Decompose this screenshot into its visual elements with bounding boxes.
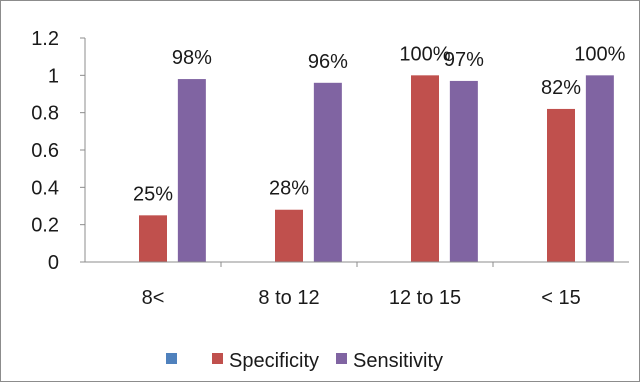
y-tick-label: 0.2 [31, 215, 59, 237]
bar-specificity-2 [411, 75, 439, 262]
y-tick-label: 1.2 [31, 28, 59, 50]
bar-specificity-3 [547, 108, 575, 262]
bar-sensitivity-0 [177, 79, 206, 262]
bar-specificity-1 [275, 209, 303, 262]
bar-sensitivity-3 [585, 75, 614, 262]
y-tick-label: 1 [48, 65, 59, 87]
legend-label: Sensitivity [353, 350, 443, 372]
bar-sensitivity-2 [449, 80, 478, 262]
bars: 25% 28%100%82%98% 96% 97% 100% [133, 43, 626, 262]
legend-label: Specificity [229, 350, 319, 372]
x-axis: 8< 8 to 12 12 to 15 < 15 [85, 261, 629, 309]
x-tick-label: 12 to 15 [389, 287, 461, 309]
legend-swatch [166, 353, 177, 364]
y-tick-label: 0 [48, 252, 59, 274]
data-label: 82% [541, 77, 581, 99]
legend-swatch [212, 353, 223, 364]
data-label: 100% [399, 43, 450, 65]
data-label: 100% [574, 43, 625, 65]
bar-specificity-0 [139, 215, 167, 262]
legend: Specificity Sensitivity [166, 350, 443, 372]
x-tick-label: 8< [142, 287, 165, 309]
y-axis: 0 0.2 0.4 0.6 0.8 1 1.2 [31, 28, 86, 274]
data-label: 97% [444, 49, 484, 71]
data-label: 28% [269, 178, 309, 200]
bar-sensitivity-1 [313, 82, 342, 262]
x-tick-label: < 15 [541, 287, 580, 309]
data-label: 98% [172, 47, 212, 69]
x-tick-label: 8 to 12 [258, 287, 319, 309]
y-tick-label: 0.6 [31, 140, 59, 162]
y-tick-label: 0.8 [31, 103, 59, 125]
legend-swatch [336, 353, 347, 364]
data-label: 96% [308, 51, 348, 73]
y-tick-label: 0.4 [31, 177, 59, 199]
data-label: 25% [133, 183, 173, 205]
